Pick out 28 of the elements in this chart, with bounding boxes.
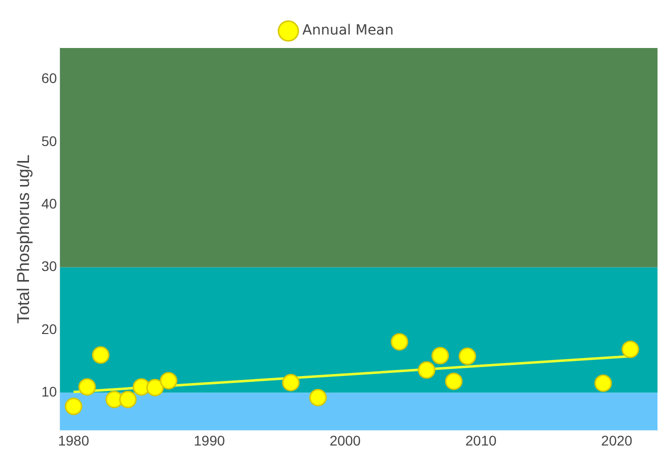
point <box>458 348 476 366</box>
point <box>594 374 612 392</box>
y-tick-label: 10 <box>41 383 58 400</box>
x-tick-label: 2020 <box>601 432 633 448</box>
point <box>622 340 640 358</box>
y-tick-label: 20 <box>41 320 58 337</box>
point <box>309 388 327 406</box>
point <box>390 333 408 351</box>
x-tick-label: 2010 <box>465 432 497 448</box>
y-tick-label: 50 <box>41 132 58 149</box>
legend-label: Annual Mean <box>302 22 394 39</box>
x-tick-label: 1990 <box>194 432 226 448</box>
y-axis-title: Total Phosphorus ug/L <box>14 154 33 324</box>
point <box>431 346 449 364</box>
point <box>160 372 178 390</box>
point <box>146 378 164 396</box>
point <box>78 378 96 396</box>
point <box>119 390 137 408</box>
point <box>64 398 82 416</box>
y-tick-label: 30 <box>41 258 58 274</box>
x-tick-label: 1980 <box>58 432 90 448</box>
point <box>282 374 300 392</box>
y-tick-label: 60 <box>41 70 58 86</box>
point <box>92 346 110 364</box>
x-tick-label: 2000 <box>330 432 361 448</box>
point <box>418 361 436 379</box>
y-tick-label: 40 <box>41 196 58 212</box>
point <box>445 372 463 390</box>
